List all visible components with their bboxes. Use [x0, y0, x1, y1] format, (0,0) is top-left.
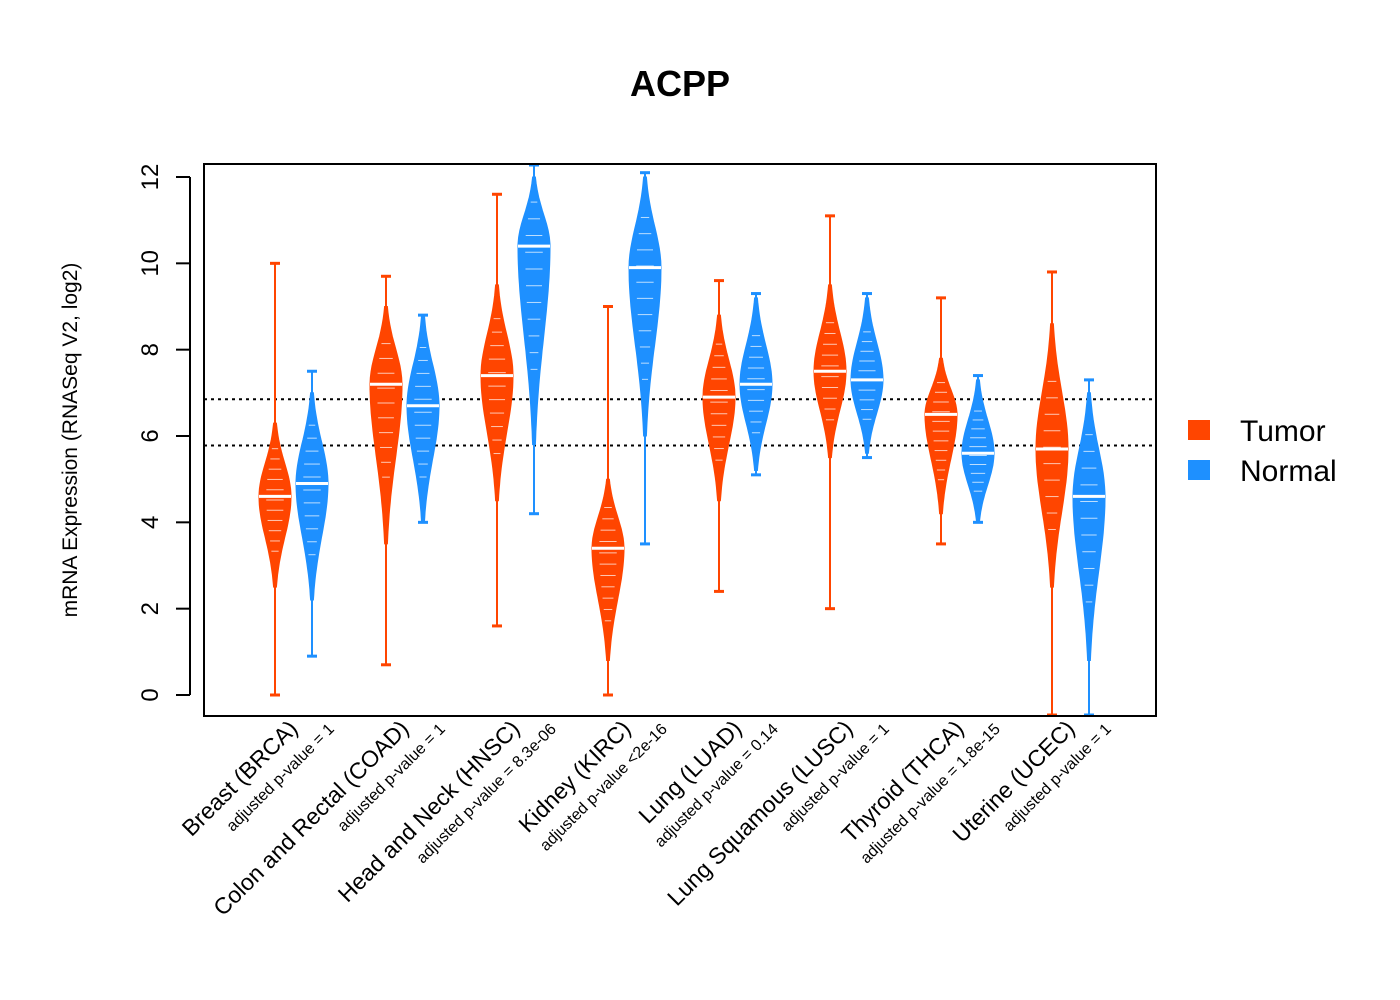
- violin-tumor-5-min-mark: [714, 589, 724, 593]
- violin-normal-2-body: [406, 314, 440, 523]
- y-axis-label: mRNA Expression (RNASeq V2, log2): [59, 263, 82, 618]
- violins: [258, 163, 1106, 717]
- violin-normal-7-body: [961, 379, 995, 523]
- violin-normal-4-body: [628, 176, 662, 437]
- violin-tumor-8: [1035, 270, 1069, 717]
- violin-normal-4: [628, 171, 662, 546]
- violin-normal-8: [1072, 378, 1106, 717]
- violin-normal-2-max-mark: [418, 313, 428, 317]
- violin-normal-8-body: [1072, 392, 1106, 661]
- violin-tumor-8-max-mark: [1047, 270, 1057, 274]
- violin-normal-1-min-mark: [307, 654, 317, 658]
- violin-tumor-2-min-mark: [381, 663, 391, 667]
- violin-tumor-6-min-mark: [825, 607, 835, 611]
- violin-normal-7-max-mark: [973, 374, 983, 378]
- violin-normal-1: [295, 369, 329, 658]
- violin-normal-7: [961, 374, 995, 524]
- violin-normal-7-min-mark: [973, 520, 983, 524]
- violin-tumor-1-max-mark: [270, 261, 280, 265]
- plot-frame: [203, 163, 1157, 717]
- violin-tumor-6: [813, 214, 847, 611]
- violin-tumor-3: [480, 192, 514, 628]
- violin-normal-2-min-mark: [418, 520, 428, 524]
- violin-normal-5-max-mark: [751, 292, 761, 296]
- y-tick-label: 8: [137, 343, 164, 356]
- violin-tumor-2: [369, 274, 403, 667]
- violin-tumor-4: [591, 305, 625, 697]
- y-axis: 0 2 4 6 8 10 12: [137, 164, 191, 702]
- violin-tumor-2-max-mark: [381, 274, 391, 278]
- violin-normal-4-min-mark: [640, 542, 650, 546]
- violin-normal-6-body: [850, 297, 884, 454]
- violin-tumor-4-max-mark: [603, 305, 613, 308]
- violin-tumor-2-body: [369, 306, 403, 545]
- violin-tumor-4-min-mark: [603, 693, 613, 697]
- violin-tumor-7-max-mark: [936, 296, 946, 300]
- violin-normal-5-min-mark: [751, 473, 761, 477]
- violin-tumor-1: [258, 261, 292, 697]
- violin-tumor-3-body: [480, 284, 514, 502]
- violin-normal-3-body: [517, 176, 551, 446]
- legend-label-tumor: Tumor: [1240, 415, 1326, 448]
- violin-tumor-5-max-mark: [714, 279, 724, 283]
- violin-tumor-3-max-mark: [492, 192, 502, 196]
- y-tick-label: 0: [137, 688, 164, 701]
- violin-normal-2: [406, 313, 440, 524]
- violin-tumor-6-max-mark: [825, 214, 835, 218]
- y-tick-label: 4: [137, 516, 164, 529]
- y-tick-label: 12: [137, 164, 164, 191]
- violin-normal-6-min-mark: [862, 456, 872, 460]
- legend-swatch-tumor: [1188, 420, 1210, 440]
- violin-normal-8-max-mark: [1084, 378, 1094, 382]
- y-tick-label: 10: [137, 250, 164, 277]
- y-tick-label: 2: [137, 602, 164, 615]
- violin-normal-3-min-mark: [529, 512, 539, 516]
- violin-normal-5: [739, 292, 773, 477]
- violin-tumor-7-min-mark: [936, 542, 946, 546]
- violin-tumor-5-body: [702, 314, 736, 502]
- violin-tumor-7-body: [924, 357, 958, 515]
- violin-tumor-5: [702, 279, 736, 593]
- legend-label-normal: Normal: [1240, 455, 1337, 488]
- violin-tumor-4-body: [591, 478, 625, 661]
- legend-swatch-normal: [1188, 460, 1210, 480]
- violin-normal-1-max-mark: [307, 369, 317, 373]
- violin-normal-3: [517, 163, 551, 516]
- chart-title: ACPP: [630, 63, 730, 104]
- violin-normal-6-max-mark: [862, 292, 872, 296]
- violin-tumor-7: [924, 296, 958, 546]
- violin-tumor-1-body: [258, 422, 292, 588]
- violin-tumor-1-min-mark: [270, 693, 280, 697]
- violin-tumor-3-min-mark: [492, 624, 502, 628]
- violin-normal-1-body: [295, 392, 329, 601]
- y-tick-label: 6: [137, 429, 164, 442]
- violin-normal-6: [850, 292, 884, 460]
- violin-tumor-8-body: [1035, 323, 1069, 588]
- violin-normal-4-max-mark: [640, 171, 650, 175]
- reference-lines: [204, 398, 1156, 447]
- legend: Tumor Normal: [1188, 415, 1337, 488]
